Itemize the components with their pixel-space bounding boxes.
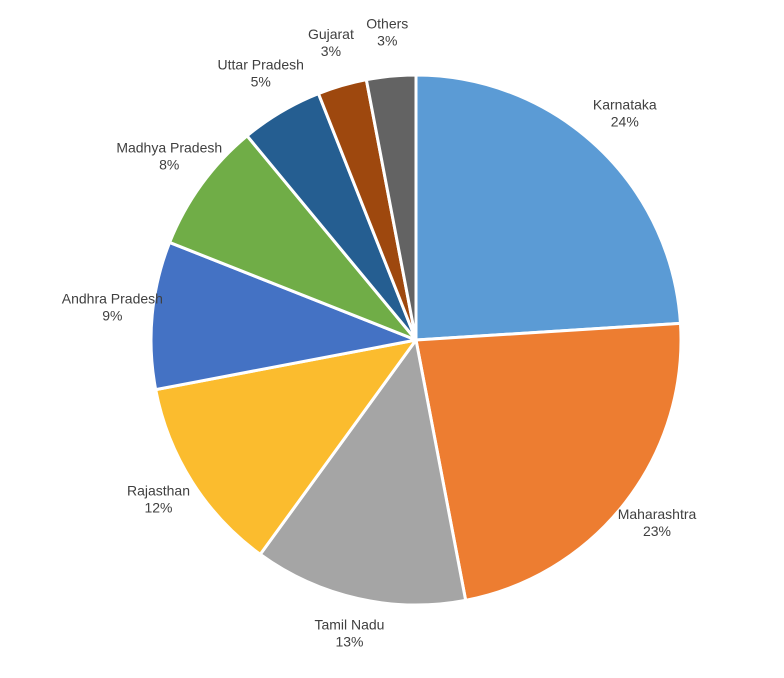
slice-label: Madhya Pradesh 8% [116,140,222,173]
category-label: Others [366,15,408,31]
category-label: Madhya Pradesh [116,140,222,156]
slice-label: Rajasthan 12% [127,482,190,515]
category-label: Tamil Nadu [314,617,384,633]
value-label: 23% [643,523,671,539]
value-label: 9% [102,307,122,323]
value-label: 13% [335,634,363,650]
category-label: Rajasthan [127,482,190,498]
slice-label: Gujarat 3% [308,26,354,59]
value-label: 8% [159,157,179,173]
category-label: Maharashtra [618,506,697,522]
category-label: Uttar Pradesh [218,56,304,72]
pie-slice [154,338,418,556]
value-label: 5% [251,73,271,89]
value-label: 24% [611,114,639,130]
slice-label: Tamil Nadu 13% [314,617,384,650]
category-label: Karnataka [593,97,657,113]
slice-label: Uttar Pradesh 5% [218,56,304,89]
value-label: 3% [321,43,341,59]
pie-slice [364,73,418,342]
slice-label: Maharashtra 23% [618,506,697,539]
pie-slice [168,134,418,342]
slice-label: Karnataka 24% [593,97,657,130]
pie-slice [414,321,683,602]
pie-slice [149,240,418,392]
value-label: 3% [377,32,397,48]
category-label: Gujarat [308,26,354,42]
value-label: 12% [144,499,172,515]
pie-slice [258,338,468,607]
slice-label: Andhra Pradesh 9% [62,290,163,323]
slice-label: Others 3% [366,15,408,48]
category-label: Andhra Pradesh [62,290,163,306]
pie-slice [414,73,682,342]
